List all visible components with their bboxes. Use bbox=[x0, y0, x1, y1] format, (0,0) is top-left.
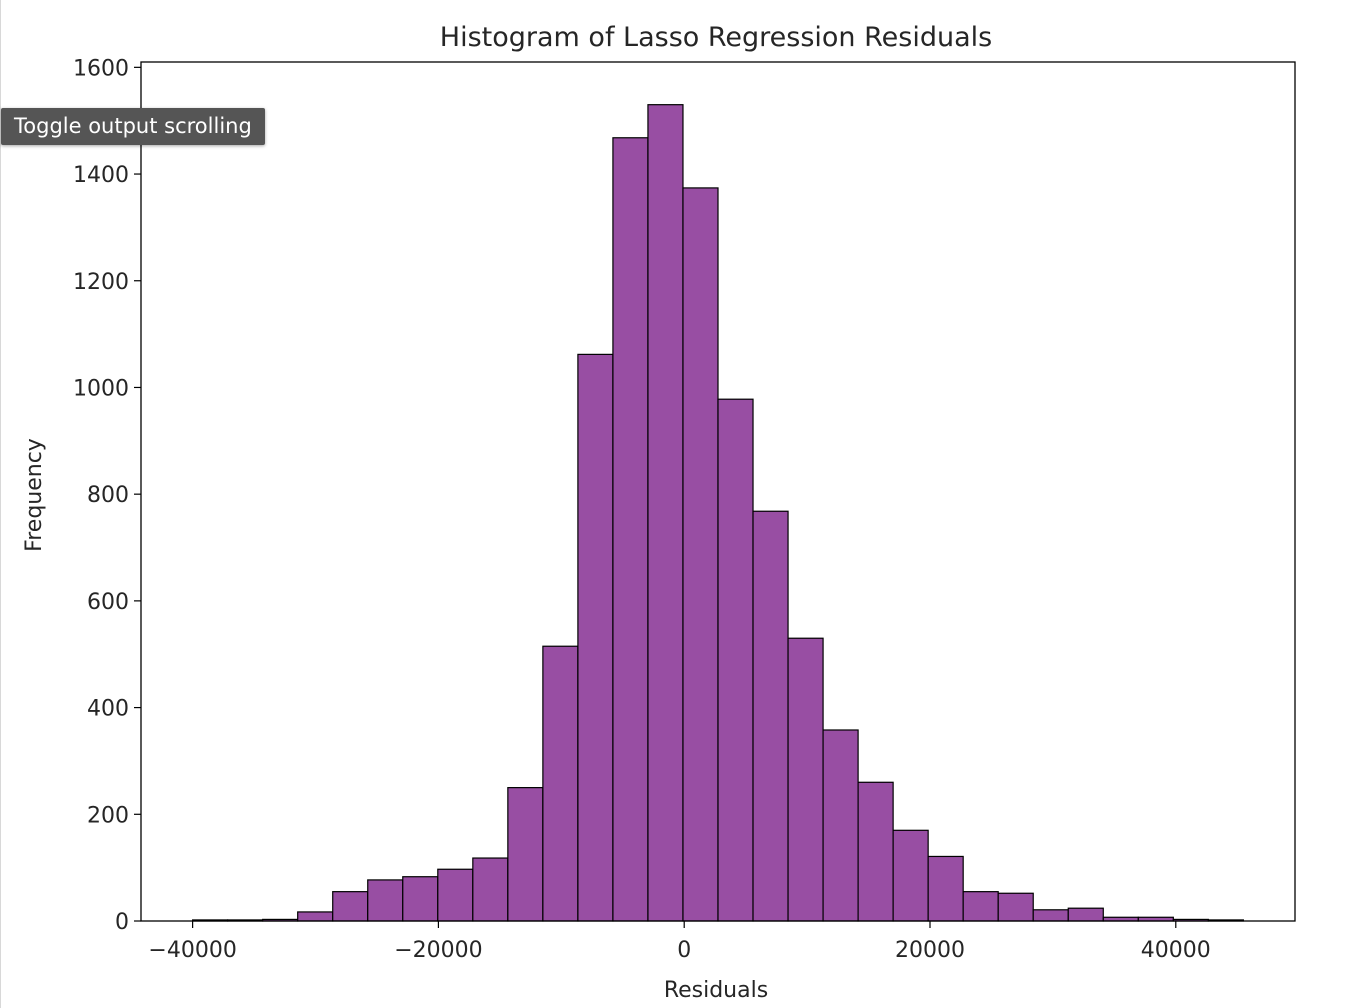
histogram-bars bbox=[192, 104, 1244, 922]
histogram-bar bbox=[962, 891, 999, 922]
histogram-bar bbox=[927, 855, 964, 922]
histogram-bar bbox=[682, 187, 719, 922]
histogram-bar bbox=[647, 104, 684, 922]
cell-left-border bbox=[0, 0, 1, 1008]
histogram-bar bbox=[332, 891, 369, 922]
histogram-bar bbox=[787, 637, 824, 922]
histogram-bar bbox=[717, 398, 754, 922]
chart-title: Histogram of Lasso Regression Residuals bbox=[440, 22, 992, 53]
histogram-bar bbox=[297, 911, 334, 922]
histogram-bar bbox=[472, 857, 509, 922]
histogram-bar bbox=[507, 787, 544, 922]
histogram-bar bbox=[437, 868, 474, 922]
histogram-bar bbox=[577, 353, 614, 922]
x-tick-label: 20000 bbox=[895, 938, 965, 963]
histogram-bar bbox=[402, 876, 439, 922]
histogram-bar bbox=[367, 879, 404, 922]
x-tick-label: −40000 bbox=[148, 938, 236, 963]
histogram-bar bbox=[857, 781, 894, 922]
y-tick-label: 400 bbox=[87, 697, 129, 722]
x-tick-label: −20000 bbox=[394, 938, 482, 963]
histogram-bar bbox=[752, 510, 789, 922]
y-tick-label: 200 bbox=[87, 803, 129, 828]
histogram-bar bbox=[1032, 909, 1069, 922]
y-tick-label: 1000 bbox=[73, 376, 129, 401]
y-tick-label: 1400 bbox=[73, 163, 129, 188]
x-axis: −40000 −20000 0 20000 40000 bbox=[148, 921, 1211, 963]
y-axis-label: Frequency bbox=[22, 438, 47, 552]
histogram-bar bbox=[997, 892, 1034, 922]
y-tick-label: 1200 bbox=[73, 270, 129, 295]
y-tick-label: 600 bbox=[87, 590, 129, 615]
x-tick-label: 0 bbox=[677, 938, 691, 963]
histogram-bar bbox=[892, 829, 929, 922]
x-axis-label: Residuals bbox=[664, 978, 768, 1003]
histogram-bar bbox=[822, 729, 859, 922]
histogram-bar bbox=[612, 137, 649, 922]
histogram-bar bbox=[542, 645, 579, 922]
x-tick-label: 40000 bbox=[1141, 938, 1211, 963]
histogram-bar bbox=[1067, 907, 1104, 922]
y-tick-label: 1600 bbox=[73, 56, 129, 81]
toggle-output-scrolling-tooltip: Toggle output scrolling bbox=[1, 108, 265, 145]
y-axis: 0 200 400 600 800 1000 1200 1400 1600 bbox=[73, 56, 141, 935]
y-tick-label: 0 bbox=[115, 910, 129, 935]
plot-frame bbox=[140, 61, 1296, 922]
y-tick-label: 800 bbox=[87, 483, 129, 508]
